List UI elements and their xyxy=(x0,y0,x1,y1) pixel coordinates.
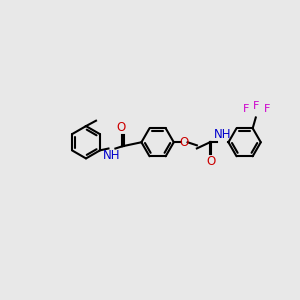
Text: O: O xyxy=(117,121,126,134)
Text: NH: NH xyxy=(103,149,120,162)
Text: NH: NH xyxy=(214,128,231,142)
Text: F: F xyxy=(263,103,270,114)
Text: O: O xyxy=(179,136,188,149)
Text: F: F xyxy=(242,103,249,114)
Text: O: O xyxy=(206,154,215,168)
Text: F: F xyxy=(253,100,259,110)
